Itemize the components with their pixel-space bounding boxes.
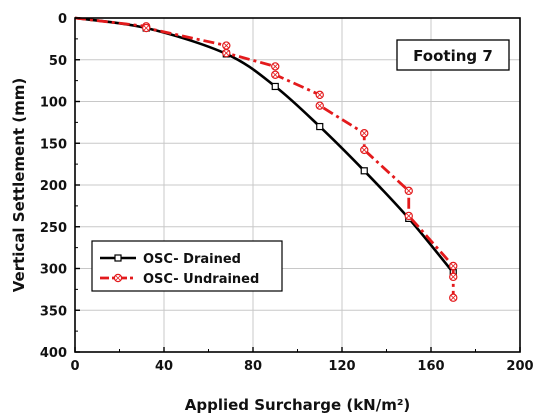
x-tick-label: 160 — [417, 359, 444, 374]
data-point-cross — [272, 63, 278, 70]
x-axis-title: Applied Surcharge (kN/m²) — [185, 396, 411, 414]
data-point-cross — [272, 72, 278, 78]
annotation-box — [396, 39, 510, 71]
y-tick-label: 100 — [40, 96, 67, 111]
data-point — [360, 167, 368, 175]
x-tick-labels: 0 40 80 120 160 200 — [70, 359, 533, 374]
legend-marker-cross — [115, 275, 121, 281]
data-point-cross — [361, 130, 367, 136]
data-point-cross — [317, 92, 323, 98]
y-tick-label: 250 — [40, 221, 67, 236]
y-tick-labels: 0 50 100 150 200 250 300 350 400 — [40, 12, 67, 361]
tick-marks — [74, 17, 521, 353]
footing-annotation: Footing 7 — [396, 39, 510, 71]
y-tick-label: 350 — [40, 304, 67, 319]
series-2 — [74, 16, 458, 302]
annotation-text: Footing 7 — [413, 47, 493, 65]
legend-item: OSC- Undrained — [100, 272, 259, 287]
y-tick-label: 300 — [40, 263, 67, 278]
y-tick-label: 50 — [49, 54, 67, 69]
data-point-cross — [406, 188, 412, 194]
y-tick-label: 200 — [40, 179, 67, 194]
data-point-cross — [223, 50, 229, 56]
y-tick-label: 0 — [58, 12, 67, 27]
x-tick-label: 200 — [506, 359, 533, 374]
grid-lines — [75, 18, 520, 352]
legend-marker — [114, 254, 122, 262]
x-tick-label: 0 — [70, 359, 79, 374]
x-tick-label: 120 — [328, 359, 355, 374]
legend-item: OSC- Drained — [100, 252, 241, 267]
data-point-cross — [450, 274, 456, 280]
data-point-cross — [143, 25, 149, 31]
y-tick-label: 400 — [40, 346, 67, 361]
data-point-cross — [361, 147, 367, 153]
legend-label: OSC- Drained — [143, 252, 241, 267]
y-tick-label: 150 — [40, 137, 67, 152]
data-point-cross — [317, 102, 323, 109]
x-tick-label: 40 — [155, 359, 173, 374]
series-layer — [74, 16, 458, 302]
data-point-cross — [450, 263, 456, 269]
series-line — [74, 16, 455, 298]
legend: OSC- Drained OSC- Undrained — [91, 240, 283, 292]
y-axis-title: Vertical Settlement (mm) — [10, 78, 28, 293]
x-tick-label: 80 — [244, 359, 262, 374]
data-point-cross — [450, 295, 456, 301]
data-point — [271, 82, 279, 91]
data-point-cross — [406, 213, 412, 219]
data-point-cross — [223, 42, 229, 49]
legend-label: OSC- Undrained — [143, 272, 259, 287]
data-point — [316, 122, 324, 131]
legend-box — [91, 240, 283, 292]
